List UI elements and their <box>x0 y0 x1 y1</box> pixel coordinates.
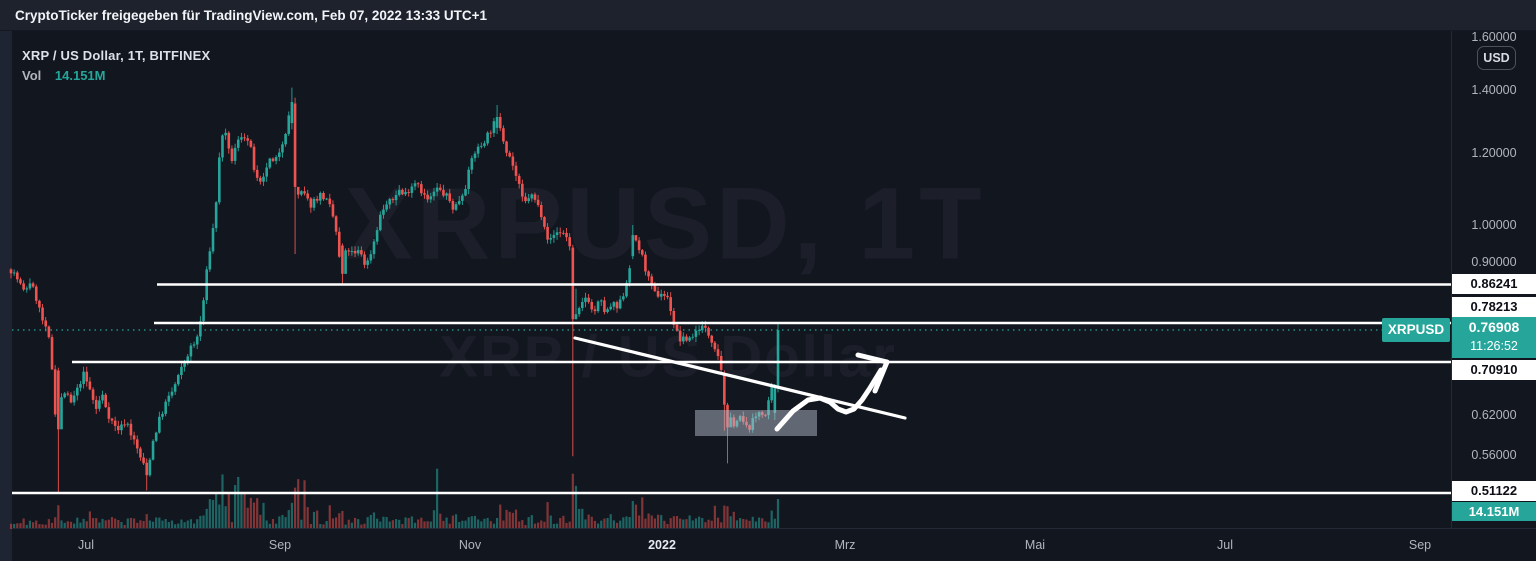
currency-unit-button[interactable]: USD <box>1477 46 1516 70</box>
time-axis-border <box>12 528 1536 529</box>
chart-pane[interactable] <box>12 31 1536 561</box>
symbol-price-tag: XRPUSD <box>1382 318 1450 342</box>
symbol-legend[interactable]: XRP / US Dollar, 1T, BITFINEX <box>22 48 211 63</box>
volume-axis-label: 14.151M <box>1452 502 1536 521</box>
price-tick: 1.00000 <box>1471 218 1517 232</box>
volume-pane <box>9 468 780 529</box>
time-tick: Jul <box>78 538 94 552</box>
time-tick: Mrz <box>834 538 856 552</box>
price-tick: 1.40000 <box>1471 83 1517 97</box>
level-price-label: 0.70910 <box>1452 360 1536 380</box>
trendline[interactable] <box>573 336 907 420</box>
page-title: CryptoTicker freigegeben für TradingView… <box>15 8 488 23</box>
level-price-label: 0.86241 <box>1452 274 1536 294</box>
time-tick: Nov <box>458 538 482 552</box>
time-tick: Jul <box>1217 538 1233 552</box>
browser-title-bar: CryptoTicker freigegeben für TradingView… <box>0 0 1536 31</box>
price-axis-border <box>1451 31 1452 528</box>
level-price-label: 0.78213 <box>1452 297 1536 317</box>
candles <box>9 87 780 494</box>
time-tick: Sep <box>268 538 292 552</box>
current-price-value: 0.76908 <box>1468 319 1520 335</box>
arrow-head <box>855 352 890 365</box>
price-tick: 0.90000 <box>1471 255 1517 269</box>
price-tick: 1.20000 <box>1471 146 1517 160</box>
candle-countdown: 11:26:52 <box>1470 339 1518 353</box>
level-price-label: 0.51122 <box>1452 481 1536 501</box>
arrow-head <box>872 359 890 394</box>
price-tick: 1.60000 <box>1471 30 1517 44</box>
volume-legend-label: Vol <box>22 68 42 83</box>
time-tick: Sep <box>1408 538 1432 552</box>
volume-legend[interactable]: Vol 14.151M <box>22 68 210 83</box>
price-tick: 0.62000 <box>1471 408 1517 422</box>
price-tick: 0.56000 <box>1471 448 1517 462</box>
chart-legend[interactable]: XRP / US Dollar, 1T, BITFINEX Vol 14.151… <box>22 48 210 83</box>
volume-legend-value: 14.151M <box>54 68 106 83</box>
time-tick: Mai <box>1024 538 1046 552</box>
arrow-shaft[interactable] <box>774 367 884 432</box>
time-tick: 2022 <box>648 538 676 552</box>
current-price-axis-label: 0.76908 11:26:52 <box>1452 317 1536 358</box>
highlight-box[interactable] <box>695 410 817 436</box>
